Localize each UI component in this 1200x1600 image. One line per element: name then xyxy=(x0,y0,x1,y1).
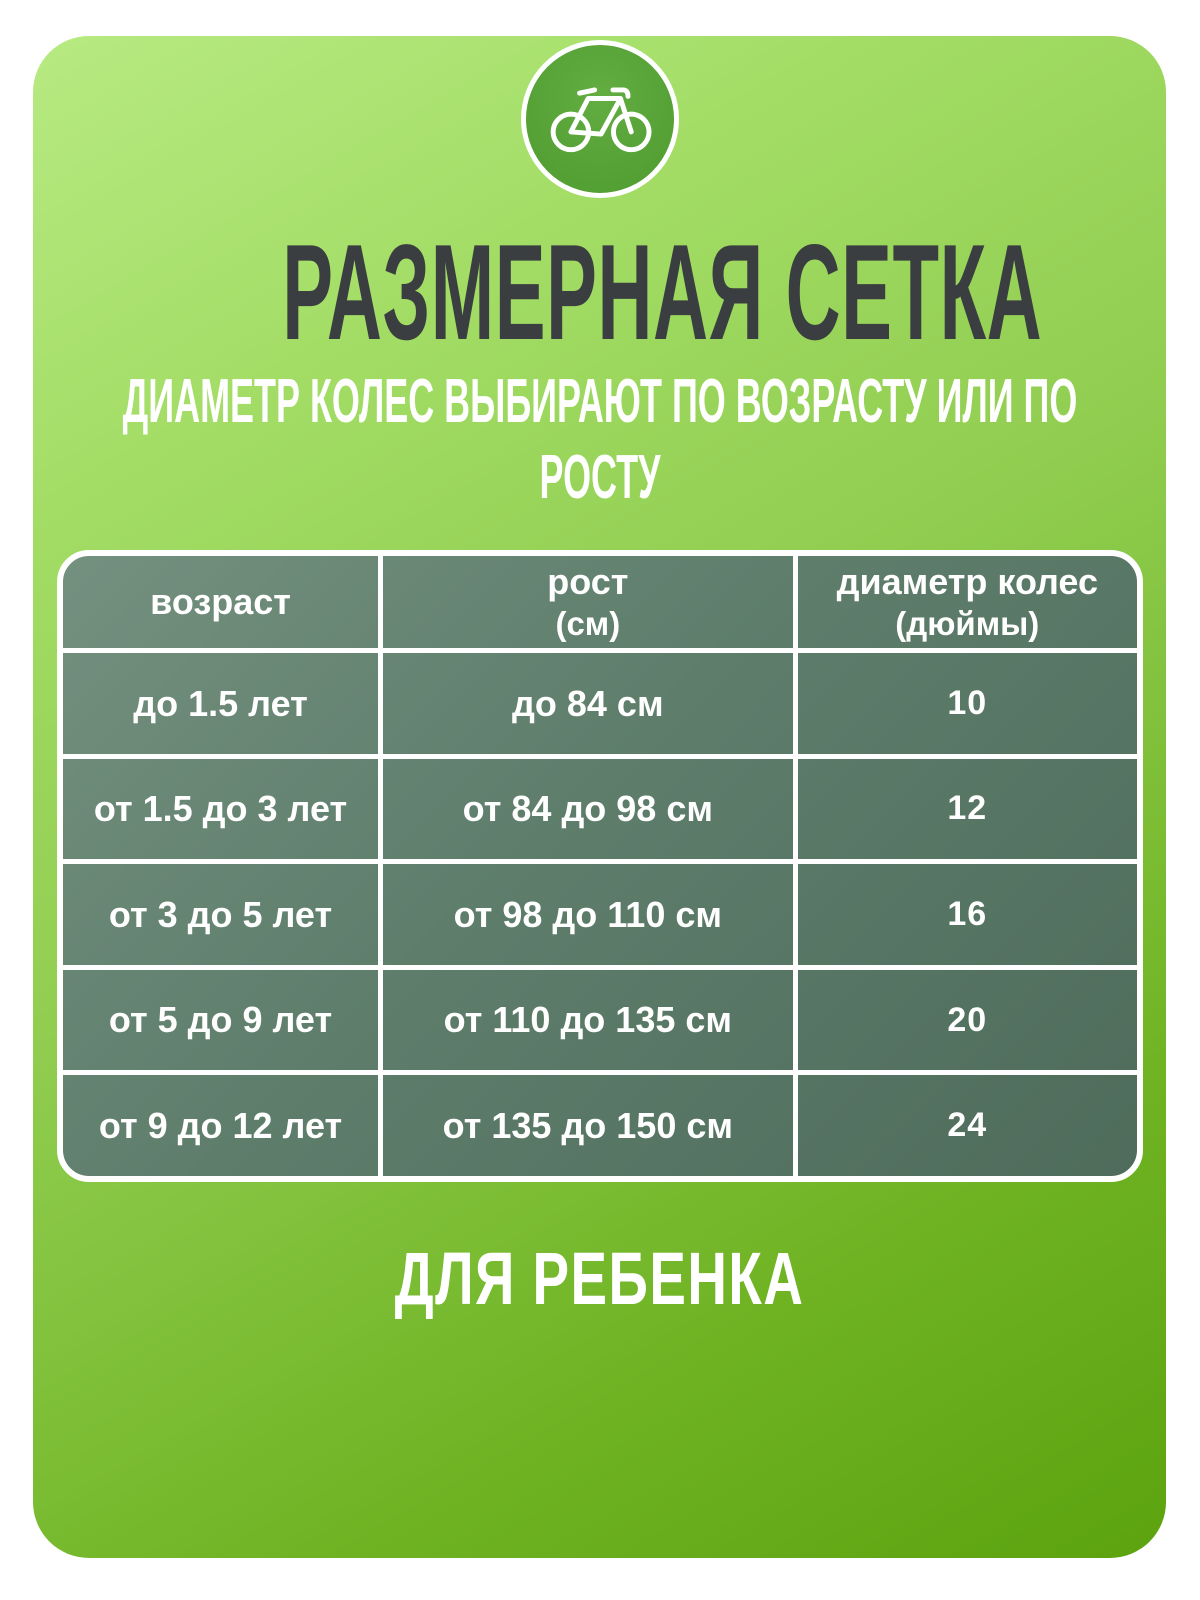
height-value: от 135 до 150 см xyxy=(442,1104,733,1146)
table-row-2-age: от 1.5 до 3 лет xyxy=(63,753,384,860)
table-row-4-diameter: 20 xyxy=(797,964,1137,1071)
table-row-5-diameter: 24 xyxy=(797,1070,1137,1176)
header-diameter-label: диаметр колес xyxy=(836,561,1098,603)
table-row-1-diameter: 10 xyxy=(797,648,1137,754)
table-row-1-age: до 1.5 лет xyxy=(63,648,384,754)
bicycle-icon xyxy=(544,81,656,157)
height-value: от 110 до 135 см xyxy=(443,999,733,1041)
diameter-value: 20 xyxy=(947,1000,988,1039)
header-cell-age: возраст xyxy=(63,556,384,648)
age-value: до 1.5 лет xyxy=(133,682,308,724)
size-table: возраст рост (см) диаметр колес (дюймы) … xyxy=(57,550,1143,1182)
table-row-5-height: от 135 до 150 см xyxy=(383,1070,798,1176)
size-chart-card: РАЗМЕРНАЯ СЕТКА ДИАМЕТР КОЛЕС ВЫБИРАЮТ П… xyxy=(33,36,1166,1558)
age-value: от 1.5 до 3 лет xyxy=(93,788,348,830)
age-value: от 5 до 9 лет xyxy=(108,999,333,1041)
age-value: от 9 до 12 лет xyxy=(98,1104,343,1146)
height-value: от 98 до 110 см xyxy=(453,893,722,935)
table-row-3-age: от 3 до 5 лет xyxy=(63,859,384,965)
age-value: от 3 до 5 лет xyxy=(108,893,333,935)
header-diameter-unit: (дюймы) xyxy=(895,604,1040,642)
header-height-label: рост xyxy=(547,561,629,603)
diameter-value: 12 xyxy=(947,789,988,828)
header-cell-diameter: диаметр колес (дюймы) xyxy=(798,556,1137,648)
header-cell-height: рост (см) xyxy=(383,556,798,648)
page-title: РАЗМЕРНАЯ СЕТКА xyxy=(282,216,1043,368)
table-row-2-diameter: 12 xyxy=(797,753,1137,860)
table-row-3-diameter: 16 xyxy=(797,859,1137,965)
height-value: от 84 до 98 см xyxy=(462,788,713,830)
diameter-value: 16 xyxy=(947,894,988,933)
table-row-3-height: от 98 до 110 см xyxy=(383,859,798,965)
footer-label: ДЛЯ РЕБЕНКА xyxy=(394,1237,805,1320)
table-row-5-age: от 9 до 12 лет xyxy=(63,1070,384,1176)
diameter-value: 10 xyxy=(947,683,988,722)
header-age-label: возраст xyxy=(150,581,291,623)
height-value: до 84 см xyxy=(512,682,664,724)
table-row-1-height: до 84 см xyxy=(383,648,798,754)
header-height-unit: (см) xyxy=(555,604,621,642)
logo-circle xyxy=(520,40,679,198)
table-row-4-age: от 5 до 9 лет xyxy=(63,964,384,1071)
diameter-value: 24 xyxy=(947,1106,988,1145)
table-row-4-height: от 110 до 135 см xyxy=(383,964,798,1071)
table-row-2-height: от 84 до 98 см xyxy=(383,753,798,860)
page-subtitle: ДИАМЕТР КОЛЕС ВЫБИРАЮТ ПО ВОЗРАСТУ ИЛИ П… xyxy=(122,367,1077,512)
